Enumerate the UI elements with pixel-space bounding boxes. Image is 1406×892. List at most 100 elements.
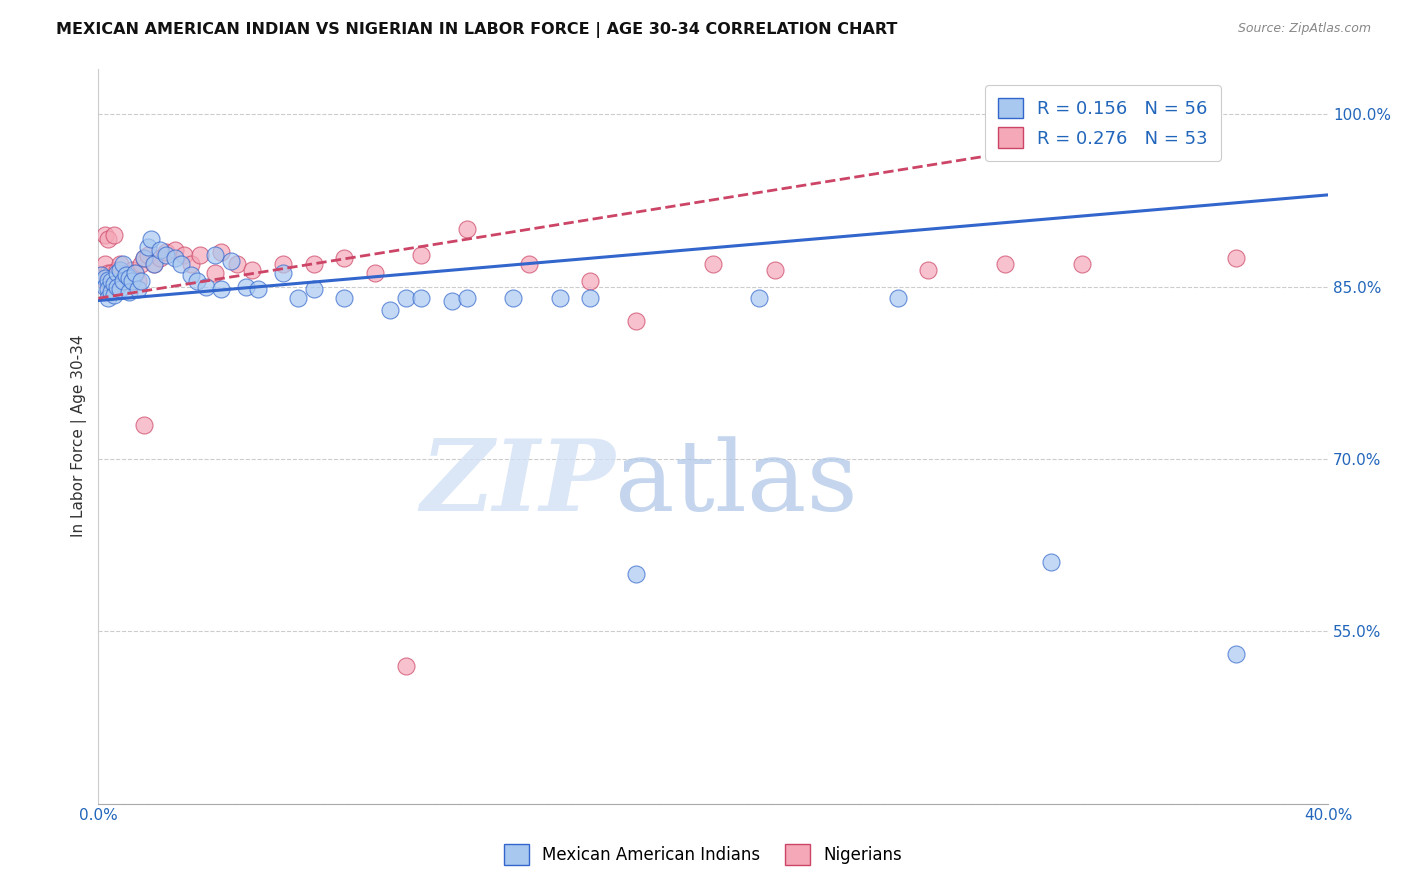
Point <box>111 274 134 288</box>
Point <box>142 257 165 271</box>
Point <box>103 282 125 296</box>
Point <box>411 247 433 261</box>
Point <box>103 228 125 243</box>
Point <box>247 282 270 296</box>
Point <box>411 291 433 305</box>
Point <box>219 254 242 268</box>
Point <box>302 282 325 296</box>
Point <box>165 243 187 257</box>
Point <box>105 262 128 277</box>
Point <box>108 282 131 296</box>
Point <box>209 245 232 260</box>
Point <box>149 243 172 257</box>
Point <box>917 262 939 277</box>
Point <box>209 282 232 296</box>
Point <box>131 257 153 271</box>
Point <box>1071 257 1094 271</box>
Point <box>548 291 571 305</box>
Point <box>194 279 217 293</box>
Point <box>134 251 156 265</box>
Text: MEXICAN AMERICAN INDIAN VS NIGERIAN IN LABOR FORCE | AGE 30-34 CORRELATION CHART: MEXICAN AMERICAN INDIAN VS NIGERIAN IN L… <box>56 22 897 38</box>
Text: ZIP: ZIP <box>420 435 614 532</box>
Point <box>100 279 122 293</box>
Point <box>170 257 193 271</box>
Point <box>108 268 131 283</box>
Point <box>1225 251 1247 265</box>
Point <box>111 270 134 285</box>
Point <box>204 247 226 261</box>
Point <box>502 291 524 305</box>
Point <box>748 291 770 305</box>
Point <box>180 257 202 271</box>
Point <box>456 222 478 236</box>
Point <box>121 262 143 277</box>
Point <box>97 291 120 305</box>
Point <box>333 291 356 305</box>
Point <box>186 274 208 288</box>
Point <box>97 266 120 280</box>
Point <box>97 282 120 296</box>
Legend: Mexican American Indians, Nigerians: Mexican American Indians, Nigerians <box>494 834 912 875</box>
Point <box>118 268 141 283</box>
Point <box>105 279 128 293</box>
Point <box>127 282 149 296</box>
Point <box>579 291 602 305</box>
Point <box>456 291 478 305</box>
Point <box>127 274 149 288</box>
Point <box>90 268 112 283</box>
Point <box>118 285 141 300</box>
Point <box>180 268 202 283</box>
Point <box>235 279 257 293</box>
Point <box>204 266 226 280</box>
Point <box>93 228 115 243</box>
Point <box>115 268 138 283</box>
Point <box>225 257 247 271</box>
Point <box>240 262 263 277</box>
Text: atlas: atlas <box>614 436 858 532</box>
Point <box>124 266 146 280</box>
Point <box>108 257 131 271</box>
Point <box>302 257 325 271</box>
Point <box>93 257 115 271</box>
Point <box>115 274 138 288</box>
Point <box>139 231 162 245</box>
Point <box>1040 556 1063 570</box>
Point <box>626 566 648 581</box>
Point <box>886 291 908 305</box>
Point <box>271 266 294 280</box>
Point <box>103 287 125 301</box>
Point <box>108 262 131 277</box>
Point <box>134 417 156 432</box>
Point <box>579 274 602 288</box>
Point <box>111 257 134 271</box>
Point <box>395 658 418 673</box>
Point <box>103 274 125 288</box>
Point <box>134 251 156 265</box>
Point <box>124 266 146 280</box>
Text: Source: ZipAtlas.com: Source: ZipAtlas.com <box>1237 22 1371 36</box>
Point <box>142 257 165 271</box>
Point <box>333 251 356 265</box>
Point <box>364 266 387 280</box>
Point <box>517 257 540 271</box>
Point <box>100 285 122 300</box>
Point <box>121 274 143 288</box>
Y-axis label: In Labor Force | Age 30-34: In Labor Force | Age 30-34 <box>72 334 87 537</box>
Point <box>93 279 115 293</box>
Point <box>131 274 153 288</box>
Point <box>93 270 115 285</box>
Point <box>149 251 172 265</box>
Legend: R = 0.156   N = 56, R = 0.276   N = 53: R = 0.156 N = 56, R = 0.276 N = 53 <box>986 85 1220 161</box>
Point <box>100 274 122 288</box>
Point <box>93 274 115 288</box>
Point <box>702 257 724 271</box>
Point <box>105 266 128 280</box>
Point <box>118 270 141 285</box>
Point <box>1225 648 1247 662</box>
Point <box>97 273 120 287</box>
Point <box>440 293 463 308</box>
Point <box>188 247 211 261</box>
Point <box>155 245 177 260</box>
Point <box>100 266 122 280</box>
Point <box>97 231 120 245</box>
